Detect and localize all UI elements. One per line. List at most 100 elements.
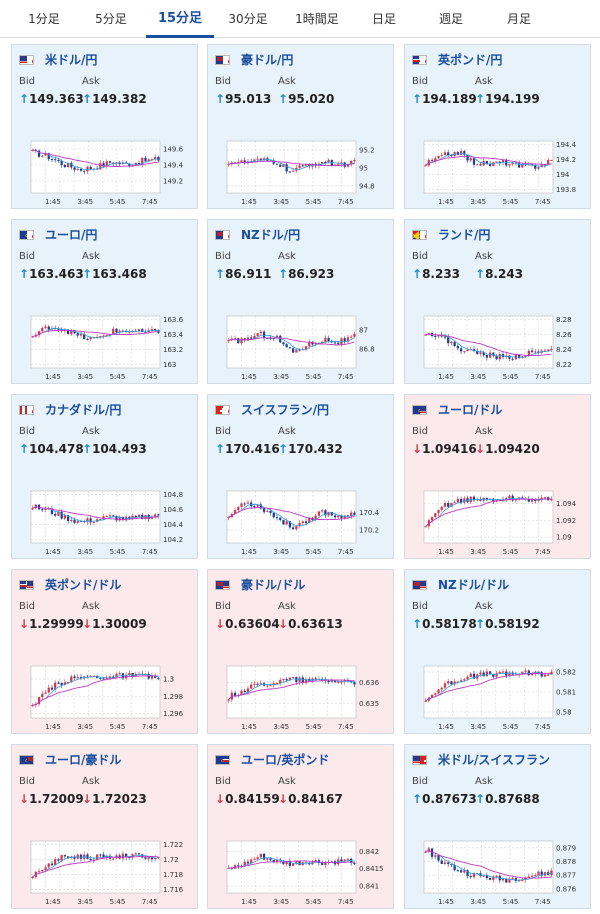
chart-candle — [485, 497, 489, 500]
chart-candle — [434, 335, 437, 337]
tab-0[interactable]: 1分足 — [28, 12, 60, 26]
chart-candle — [54, 682, 57, 690]
tab-2[interactable]: 15分足 — [146, 0, 214, 38]
chart-candle — [482, 352, 485, 356]
pair-card[interactable]: 豪ドル/円 Bid Ask ↑95.013 ↑95.020 95.2 95 94.8 1:45 3… — [207, 44, 394, 209]
chart-x-tick: 1:45 — [45, 898, 61, 906]
pair-card[interactable]: カナダドル/円 Bid Ask ↑104.478 ↑104.493 104.8 104.6 1… — [11, 394, 198, 559]
pair-card[interactable]: スイスフラン/円 Bid Ask ↑170.416 ↑170.432 170.4 170.2… — [207, 394, 394, 559]
pair-name[interactable]: 英ポンド/ドル — [45, 578, 122, 592]
price-chart[interactable]: 1.3 1.298 1.296 1:45 3:45 5:45 7:45 — [23, 660, 188, 732]
pair-name[interactable]: ランド/円 — [438, 228, 491, 242]
chart-candle — [54, 328, 57, 330]
currency-flag-icon — [412, 580, 427, 590]
chart-candle — [108, 334, 112, 336]
pair-name[interactable]: 米ドル/円 — [45, 53, 98, 67]
pair-card[interactable]: ユーロ/英ポンド Bid Ask ↓0.84159 ↓0.84167 0.842 0.841… — [207, 744, 394, 909]
chart-x-tick: 5:45 — [306, 548, 322, 556]
pair-name[interactable]: ユーロ/豪ドル — [45, 753, 122, 767]
price-chart[interactable]: 1.094 1.092 1.09 1:45 3:45 5:45 7:45 — [416, 485, 581, 557]
chart-candle — [321, 510, 324, 512]
price-chart[interactable]: 163.6 163.4 163.2 163 1:45 3:45 5:45 7:45 — [23, 310, 188, 382]
price-chart[interactable]: 95.2 95 94.8 1:45 3:45 5:45 7:45 — [219, 135, 384, 207]
chart-candle — [54, 513, 57, 516]
price-chart[interactable]: 149.6 149.4 149.2 1:45 3:45 5:45 7:45 — [23, 135, 188, 207]
pair-name[interactable]: カナダドル/円 — [45, 403, 122, 417]
chart-y-tick: 149.2 — [163, 178, 183, 186]
chart-candle — [147, 159, 150, 162]
tab-5[interactable]: 日足 — [371, 12, 396, 26]
price-chart[interactable]: 1.722 1.72 1.718 1.716 1:45 3:45 5:45 7:45 — [23, 835, 188, 907]
chart-y-tick: 170.2 — [359, 527, 379, 535]
chart-candle — [479, 352, 482, 354]
chart-candle — [330, 512, 333, 516]
tab-7[interactable]: 月足 — [506, 12, 531, 26]
chart-candle — [137, 514, 141, 518]
pair-card[interactable]: ランド/円 Bid Ask ↑8.233 ↑8.243 8.28 8.26 8.24 8.22 1… — [404, 219, 591, 384]
pair-card[interactable]: NZドル/円 Bid Ask ↑86.911 ↑86.923 87 86.8 1:45 3:45… — [207, 219, 394, 384]
chart-candle — [31, 705, 34, 707]
tab-4[interactable]: 1時間足 — [295, 12, 339, 26]
chart-ma-long — [425, 498, 552, 527]
pair-card[interactable]: ユーロ/ドル Bid Ask ↓1.09416 ↓1.09420 1.094 1.092 1.… — [404, 394, 591, 559]
bid-label: Bid — [19, 776, 35, 787]
price-chart[interactable]: 104.8 104.6 104.4 104.2 1:45 3:45 5:45 7:45 — [23, 485, 188, 557]
chart-x-tick: 5:45 — [110, 548, 126, 556]
tab-1[interactable]: 5分足 — [95, 12, 127, 26]
arrow-up-icon: ↑ — [278, 267, 289, 281]
chart-candle — [298, 677, 301, 682]
pair-name[interactable]: 英ポンド/円 — [438, 53, 503, 67]
chart-candle — [253, 335, 256, 339]
pair-name[interactable]: NZドル/円 — [241, 228, 301, 242]
pair-name[interactable]: 米ドル/スイスフラン — [438, 753, 551, 767]
bid-price: ↑95.013 — [215, 92, 271, 106]
pair-name[interactable]: スイスフラン/円 — [241, 403, 330, 417]
price-chart[interactable]: 0.842 0.8415 0.841 1:45 3:45 5:45 7:45 — [219, 835, 384, 907]
chart-candle — [434, 158, 437, 162]
chart-candle — [534, 165, 537, 169]
arrow-down-icon: ↓ — [215, 617, 226, 631]
pair-name[interactable]: NZドル/ドル — [438, 578, 510, 592]
pair-card[interactable]: ユーロ/豪ドル Bid Ask ↓1.72009 ↓1.72023 1.722 1.72 1.… — [11, 744, 198, 909]
price-chart[interactable]: 87 86.8 1:45 3:45 5:45 7:45 — [219, 310, 384, 382]
chart-candle — [108, 676, 112, 679]
price-chart[interactable]: 194.4 194.2 194 193.8 1:45 3:45 5:45 7:45 — [416, 135, 581, 207]
chart-candle — [102, 163, 105, 167]
chart-y-tick: 8.22 — [556, 361, 572, 369]
chart-candle — [102, 335, 105, 337]
arrow-up-icon: ↑ — [215, 442, 226, 456]
pair-card[interactable]: 英ポンド/ドル Bid Ask ↓1.29999 ↓1.30009 1.3 1.298 1.2… — [11, 569, 198, 734]
pair-name[interactable]: ユーロ/英ポンド — [241, 753, 330, 767]
arrow-down-icon: ↓ — [475, 442, 486, 456]
price-chart[interactable]: 0.582 0.581 0.58 1:45 3:45 5:45 7:45 — [416, 660, 581, 732]
pair-card[interactable]: ユーロ/円 Bid Ask ↑163.463 ↑163.468 163.6 163.4 163… — [11, 219, 198, 384]
pair-card[interactable]: 米ドル/スイスフラン Bid Ask ↑0.87673 ↑0.87688 0.879 0.8… — [404, 744, 591, 909]
pair-name[interactable]: ユーロ/円 — [45, 228, 98, 242]
price-chart[interactable]: 8.28 8.26 8.24 8.22 1:45 3:45 5:45 7:45 — [416, 310, 581, 382]
arrow-down-icon: ↓ — [19, 792, 30, 806]
price-chart[interactable]: 170.4 170.2 1:45 3:45 5:45 7:45 — [219, 485, 384, 557]
price-chart[interactable]: 0.879 0.878 0.877 0.876 1:45 3:45 5:45 7:45 — [416, 835, 581, 907]
chart-candle — [498, 161, 501, 163]
chart-candle — [282, 520, 285, 525]
tab-6[interactable]: 週足 — [438, 12, 463, 26]
pair-name[interactable]: 豪ドル/円 — [241, 53, 294, 67]
chart-candle — [308, 517, 311, 524]
chart-candle — [282, 678, 285, 680]
pair-card[interactable]: 英ポンド/円 Bid Ask ↑194.189 ↑194.199 194.4 194.2 19… — [404, 44, 591, 209]
pair-card[interactable]: NZドル/ドル Bid Ask ↑0.58178 ↑0.58192 0.582 0.581 0… — [404, 569, 591, 734]
chart-x-tick: 3:45 — [273, 373, 289, 381]
tab-3[interactable]: 30分足 — [228, 12, 268, 26]
chart-candle — [488, 671, 492, 675]
chart-candle — [424, 700, 427, 702]
chart-candle — [459, 498, 463, 503]
price-chart[interactable]: 0.636 0.635 1:45 3:45 5:45 7:45 — [219, 660, 384, 732]
pair-card[interactable]: 豪ドル/ドル Bid Ask ↓0.63604 ↓0.63613 0.636 0.635 1:… — [207, 569, 394, 734]
pair-name[interactable]: ユーロ/ドル — [438, 403, 503, 417]
pair-name[interactable]: 豪ドル/ドル — [241, 578, 306, 592]
pair-card[interactable]: 米ドル/円 Bid Ask ↑149.363 ↑149.382 149.6 149.4 149… — [11, 44, 198, 209]
chart-candle — [501, 878, 505, 881]
chart-candle — [57, 328, 60, 330]
bid-label: Bid — [19, 601, 35, 612]
chart-y-tick: 0.582 — [556, 669, 576, 677]
